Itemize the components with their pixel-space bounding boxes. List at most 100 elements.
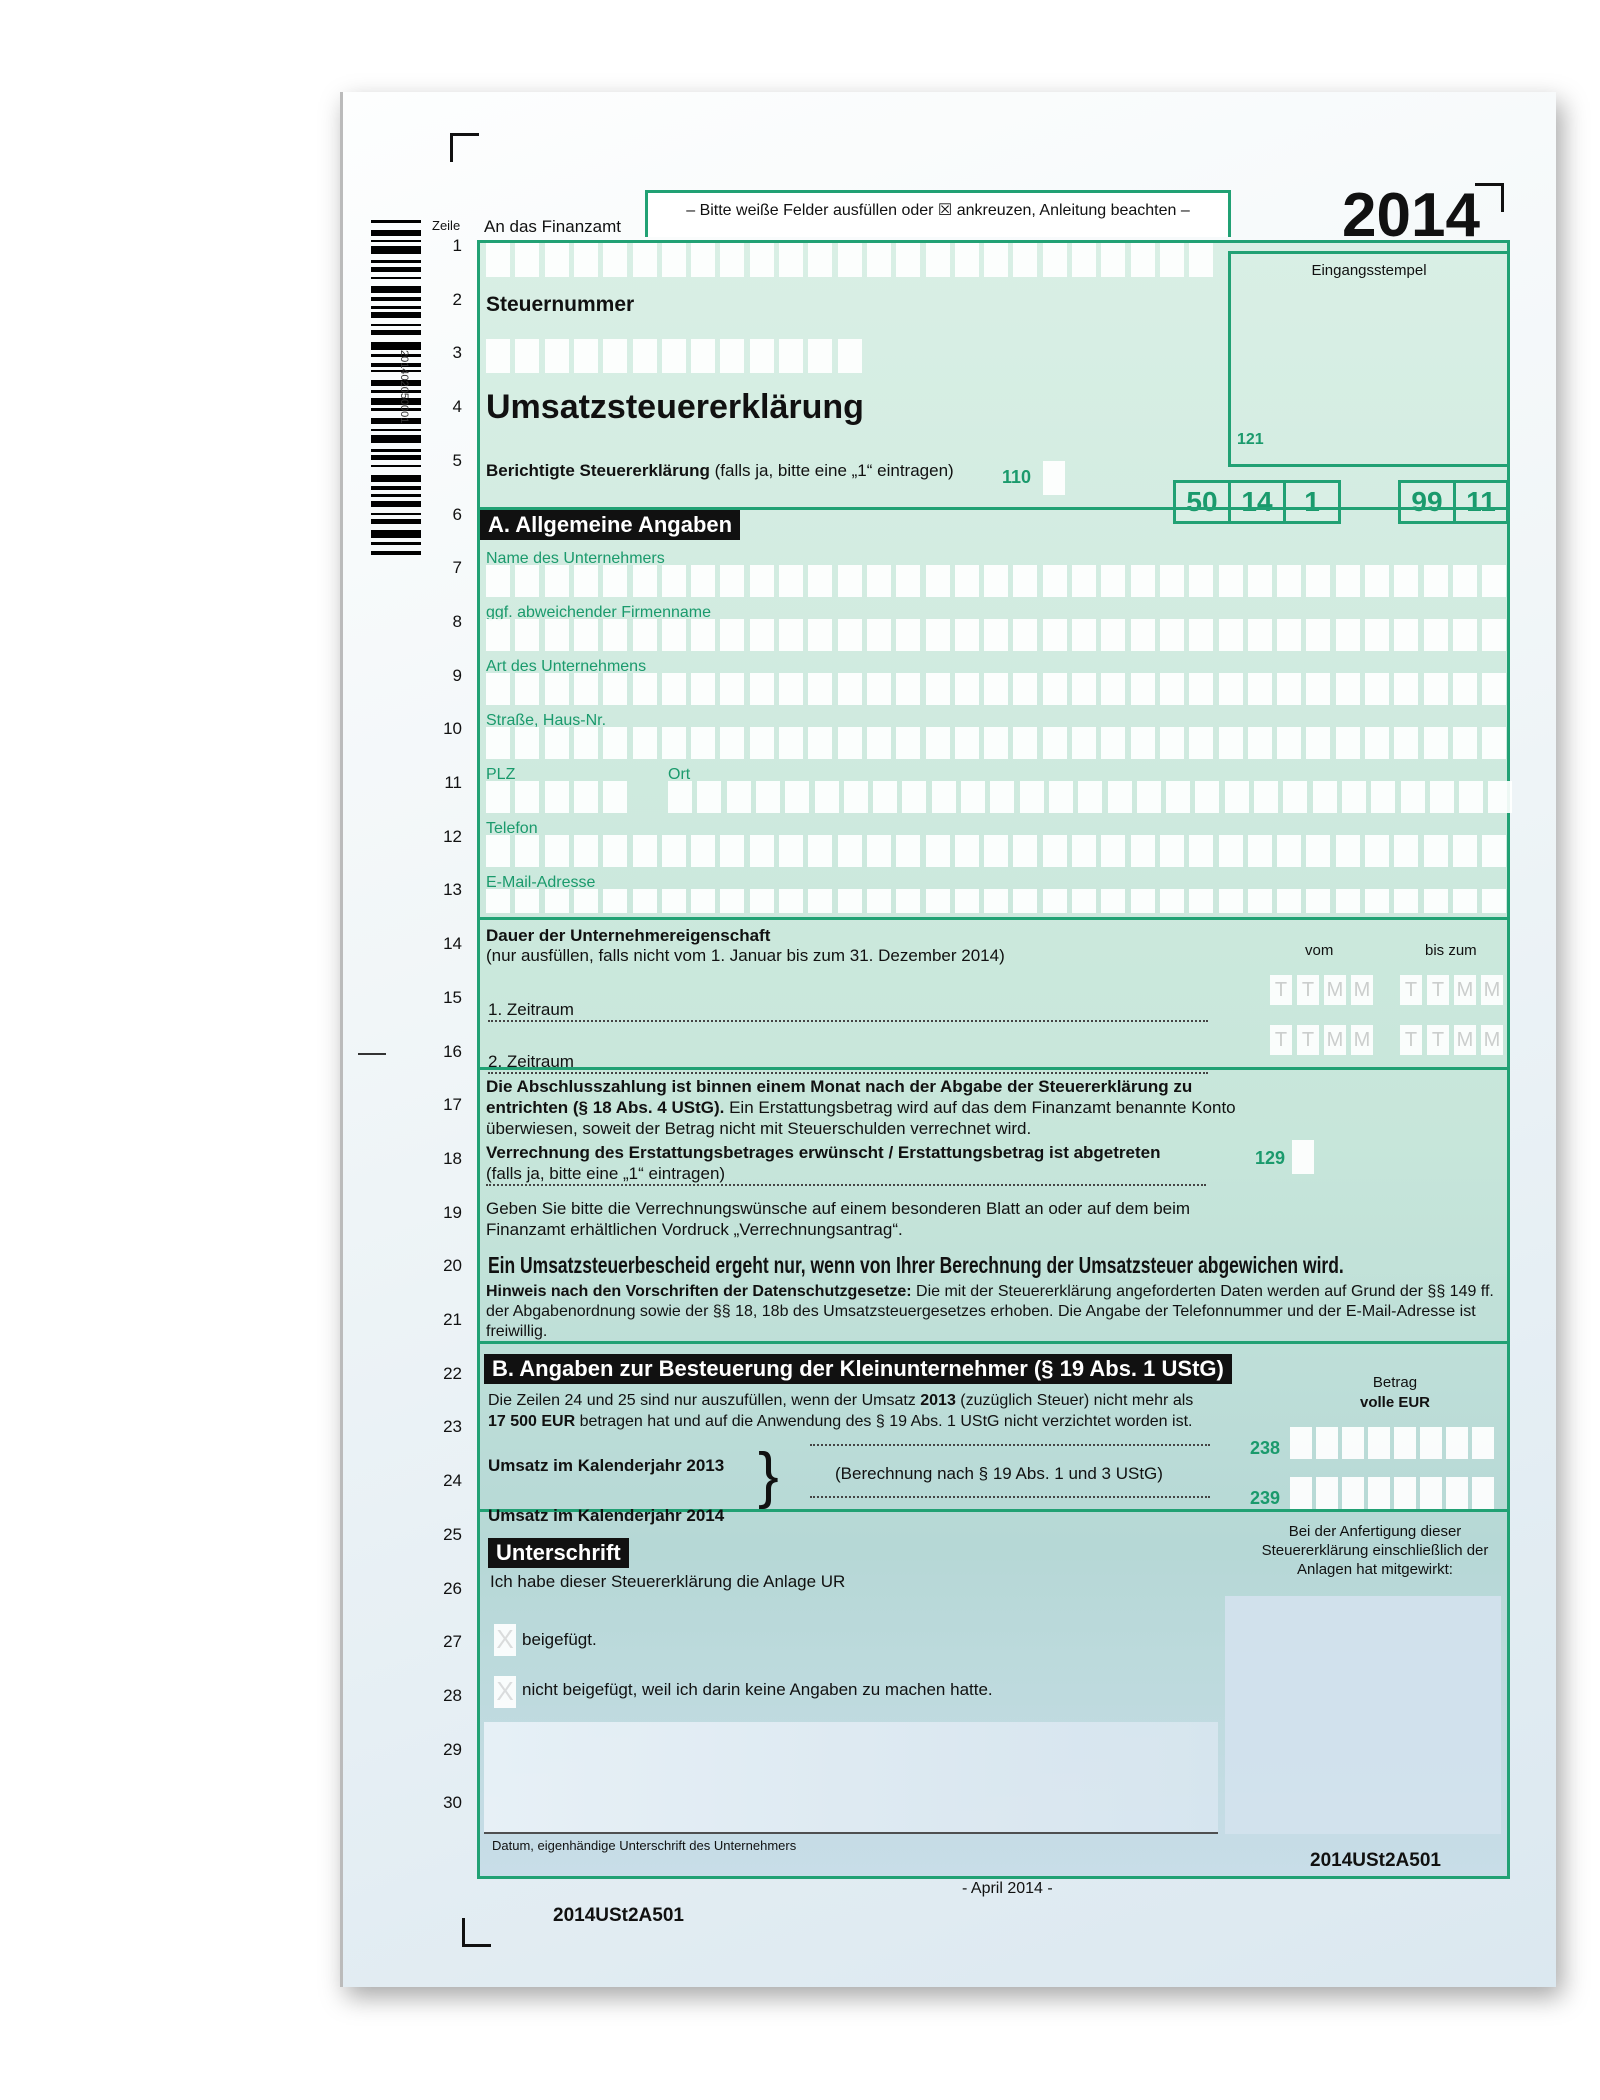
- umsatz-2013-input-box[interactable]: [1420, 1427, 1442, 1459]
- firmenname-input-box[interactable]: [720, 619, 745, 651]
- strasse-input-box[interactable]: [1365, 727, 1389, 759]
- telefon-input-box[interactable]: [691, 835, 716, 867]
- ort-input-box[interactable]: [1312, 781, 1337, 813]
- firmenname-input-box[interactable]: [808, 619, 833, 651]
- telefon-input-box[interactable]: [1189, 835, 1214, 867]
- ort-input-box[interactable]: [961, 781, 985, 813]
- art-input-box[interactable]: [1101, 673, 1126, 705]
- art-input-box[interactable]: [984, 673, 1009, 705]
- art-input-box[interactable]: [837, 673, 862, 705]
- firmenname-input-box[interactable]: [1101, 619, 1126, 651]
- strasse-input-box[interactable]: [984, 727, 1009, 759]
- firmenname-input-box[interactable]: [984, 619, 1009, 651]
- email-input-box[interactable]: [691, 889, 716, 913]
- name-input-box[interactable]: [1072, 565, 1096, 597]
- ort-input-box[interactable]: [697, 781, 722, 813]
- art-input-box[interactable]: [720, 673, 745, 705]
- telefon-input-box[interactable]: [1394, 835, 1419, 867]
- telefon-input-box[interactable]: [779, 835, 803, 867]
- telefon-input-box[interactable]: [1072, 835, 1096, 867]
- nicht-beigefuegt-checkbox[interactable]: X: [494, 1676, 516, 1708]
- bis-date-input[interactable]: M: [1454, 975, 1476, 1005]
- strasse-input-box[interactable]: [808, 727, 833, 759]
- telefon-input-box[interactable]: [1306, 835, 1331, 867]
- berichtigt-input[interactable]: [1043, 461, 1065, 495]
- art-input-box[interactable]: [515, 673, 540, 705]
- art-input-box[interactable]: [632, 673, 657, 705]
- strasse-input-box[interactable]: [1277, 727, 1302, 759]
- finanzamt-input-box[interactable]: [779, 243, 803, 277]
- ort-input-box[interactable]: [902, 781, 927, 813]
- finanzamt-input-box[interactable]: [808, 243, 833, 277]
- email-input-box[interactable]: [1335, 889, 1360, 913]
- strasse-input-box[interactable]: [1482, 727, 1507, 759]
- firmenname-input-box[interactable]: [603, 619, 628, 651]
- firmenname-input-box[interactable]: [1335, 619, 1360, 651]
- finanzamt-input-box[interactable]: [691, 243, 716, 277]
- email-input-box[interactable]: [779, 889, 803, 913]
- email-input-box[interactable]: [720, 889, 745, 913]
- firmenname-input-box[interactable]: [1277, 619, 1302, 651]
- finanzamt-input-box[interactable]: [954, 243, 979, 277]
- email-input-box[interactable]: [1218, 889, 1243, 913]
- name-input-box[interactable]: [1423, 565, 1448, 597]
- email-input-box[interactable]: [515, 889, 540, 913]
- email-input-box[interactable]: [954, 889, 979, 913]
- art-input-box[interactable]: [925, 673, 950, 705]
- umsatz-2014-input-box[interactable]: [1446, 1477, 1468, 1509]
- telefon-input-box[interactable]: [1247, 835, 1272, 867]
- telefon-input-box[interactable]: [1159, 835, 1184, 867]
- strasse-input-box[interactable]: [1247, 727, 1272, 759]
- email-input-box[interactable]: [1189, 889, 1214, 913]
- telefon-input-box[interactable]: [1218, 835, 1243, 867]
- firmenname-input-box[interactable]: [779, 619, 803, 651]
- strasse-input-box[interactable]: [749, 727, 774, 759]
- umsatz-2013-input-box[interactable]: [1342, 1427, 1364, 1459]
- telefon-input-box[interactable]: [603, 835, 628, 867]
- telefon-input-box[interactable]: [1013, 835, 1038, 867]
- name-input-box[interactable]: [1394, 565, 1419, 597]
- email-input-box[interactable]: [866, 889, 891, 913]
- umsatz-2013-input-box[interactable]: [1368, 1427, 1390, 1459]
- ort-input-box[interactable]: [1254, 781, 1278, 813]
- name-input-box[interactable]: [1189, 565, 1214, 597]
- strasse-input-box[interactable]: [1335, 727, 1360, 759]
- firmenname-input-box[interactable]: [1452, 619, 1477, 651]
- steuernummer-input-box[interactable]: [603, 339, 628, 373]
- email-input-box[interactable]: [603, 889, 628, 913]
- strasse-input-box[interactable]: [486, 727, 510, 759]
- telefon-input-box[interactable]: [1042, 835, 1067, 867]
- email-input-box[interactable]: [1042, 889, 1067, 913]
- steuernummer-input-box[interactable]: [720, 339, 745, 373]
- ort-input-box[interactable]: [1136, 781, 1161, 813]
- telefon-input-box[interactable]: [661, 835, 686, 867]
- finanzamt-input-box[interactable]: [1159, 243, 1184, 277]
- art-input-box[interactable]: [808, 673, 833, 705]
- finanzamt-input-box[interactable]: [720, 243, 745, 277]
- name-input-box[interactable]: [1482, 565, 1507, 597]
- beigefuegt-checkbox[interactable]: X: [494, 1624, 516, 1656]
- firmenname-input-box[interactable]: [573, 619, 598, 651]
- plz-input-box[interactable]: [515, 781, 540, 813]
- ort-input-box[interactable]: [1371, 781, 1396, 813]
- steuernummer-input-box[interactable]: [808, 339, 833, 373]
- name-input-box[interactable]: [1013, 565, 1038, 597]
- name-input-box[interactable]: [779, 565, 803, 597]
- firmenname-input-box[interactable]: [1247, 619, 1272, 651]
- finanzamt-input-box[interactable]: [544, 243, 569, 277]
- firmenname-input-box[interactable]: [691, 619, 716, 651]
- firmenname-input-box[interactable]: [1189, 619, 1214, 651]
- ort-input-box[interactable]: [1224, 781, 1249, 813]
- telefon-input-box[interactable]: [1482, 835, 1507, 867]
- email-input-box[interactable]: [749, 889, 774, 913]
- telefon-input-box[interactable]: [1452, 835, 1477, 867]
- finanzamt-input-box[interactable]: [866, 243, 891, 277]
- email-input-box[interactable]: [1130, 889, 1155, 913]
- ort-input-box[interactable]: [990, 781, 1015, 813]
- name-input-box[interactable]: [1306, 565, 1331, 597]
- email-input-box[interactable]: [1452, 889, 1477, 913]
- email-input-box[interactable]: [573, 889, 598, 913]
- finanzamt-input-box[interactable]: [1013, 243, 1038, 277]
- telefon-input-box[interactable]: [1277, 835, 1302, 867]
- finanzamt-input-box[interactable]: [632, 243, 657, 277]
